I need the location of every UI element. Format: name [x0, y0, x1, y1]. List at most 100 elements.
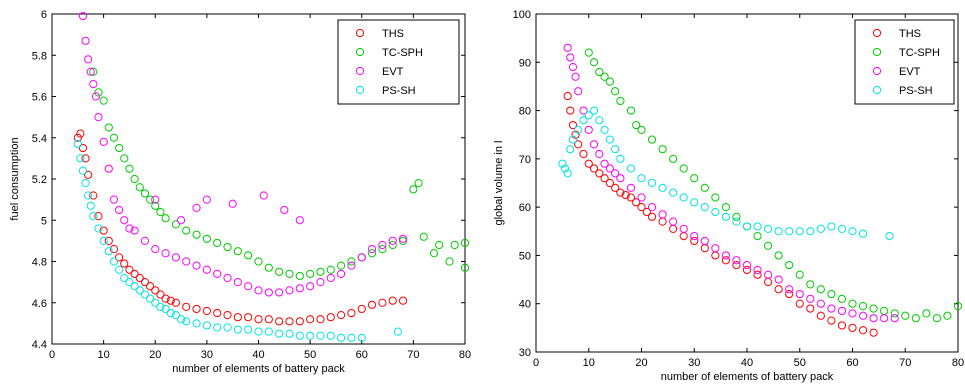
data-point	[192, 261, 201, 270]
x-tick-label: 40	[252, 349, 264, 361]
data-point	[130, 269, 139, 278]
data-point	[595, 67, 604, 77]
data-point	[700, 183, 709, 192]
data-point	[393, 327, 402, 336]
data-point	[120, 273, 129, 283]
data-point	[120, 216, 129, 225]
data-point	[306, 282, 315, 291]
data-point	[130, 226, 139, 235]
data-point	[848, 299, 857, 308]
data-point	[605, 77, 614, 86]
y-tick-label: 90	[519, 57, 531, 69]
data-point	[600, 72, 609, 81]
x-tick-label: 0	[49, 349, 55, 361]
data-point	[568, 63, 578, 72]
legend-label: TC-SPH	[899, 47, 940, 59]
data-point	[86, 67, 95, 76]
data-point	[125, 224, 134, 233]
data-point	[337, 311, 346, 320]
data-point	[326, 273, 335, 283]
data-point	[589, 106, 599, 115]
data-point	[223, 323, 232, 332]
data-point	[285, 286, 294, 295]
data-point	[732, 256, 741, 265]
data-point	[558, 159, 567, 168]
data-point	[115, 253, 124, 262]
y-tick-label: 60	[519, 202, 531, 214]
data-point	[244, 313, 253, 322]
data-point	[885, 232, 894, 241]
data-point	[774, 285, 783, 294]
data-point	[785, 227, 794, 236]
data-point	[388, 236, 397, 245]
data-point	[584, 159, 593, 168]
data-point	[120, 154, 129, 163]
data-point	[732, 212, 741, 221]
series-ps-sh	[558, 106, 894, 241]
data-point	[563, 43, 572, 52]
data-point	[151, 298, 160, 307]
data-point	[367, 300, 377, 309]
x-axis-label: number of elements of battery pack	[172, 363, 345, 375]
data-point	[647, 178, 657, 188]
data-point	[647, 203, 657, 212]
data-point	[637, 125, 646, 134]
data-point	[264, 327, 273, 336]
x-tick-label: 20	[149, 349, 161, 361]
data-point	[732, 217, 741, 226]
data-point	[753, 270, 762, 279]
data-point	[176, 216, 186, 225]
data-point	[233, 313, 242, 322]
data-point	[81, 179, 90, 188]
data-point	[140, 278, 150, 287]
data-point	[254, 257, 263, 266]
data-point	[753, 222, 762, 231]
data-point	[571, 72, 580, 81]
data-point	[600, 159, 609, 168]
data-point	[611, 169, 620, 178]
legend-marker	[872, 85, 882, 95]
y-tick-label: 4.8	[32, 257, 47, 269]
data-point	[367, 245, 377, 254]
data-point	[700, 236, 709, 246]
data-point	[732, 260, 741, 270]
data-point	[460, 263, 470, 272]
data-point	[398, 234, 408, 243]
data-point	[94, 212, 103, 221]
data-point	[347, 333, 356, 342]
data-point	[109, 195, 119, 204]
legend-box	[337, 19, 460, 105]
data-point	[213, 308, 222, 318]
data-point	[721, 256, 731, 265]
data-point	[151, 286, 160, 295]
data-point	[78, 143, 88, 153]
legend-marker	[355, 66, 365, 76]
data-point	[574, 140, 583, 149]
data-point	[869, 314, 878, 323]
legend-box	[854, 19, 955, 105]
data-point	[642, 207, 651, 217]
data-point	[161, 294, 170, 303]
data-point	[192, 203, 201, 212]
data-point	[450, 240, 459, 250]
data-point	[806, 304, 815, 313]
data-point	[637, 193, 646, 202]
data-point	[563, 169, 572, 178]
data-point	[435, 240, 444, 250]
data-point	[711, 193, 720, 202]
y-tick-label: 100	[513, 9, 531, 21]
data-point	[125, 265, 134, 274]
data-point	[316, 315, 325, 324]
data-point	[182, 257, 191, 266]
data-point	[109, 133, 119, 142]
data-point	[647, 135, 657, 144]
data-point	[378, 245, 387, 254]
data-point	[589, 140, 599, 149]
y-tick-label: 5.6	[32, 92, 47, 104]
y-tick-label: 5.2	[32, 174, 47, 186]
data-point	[858, 326, 868, 335]
data-point	[347, 257, 356, 266]
data-point	[115, 205, 124, 215]
data-point	[574, 125, 583, 134]
data-point	[764, 241, 773, 250]
